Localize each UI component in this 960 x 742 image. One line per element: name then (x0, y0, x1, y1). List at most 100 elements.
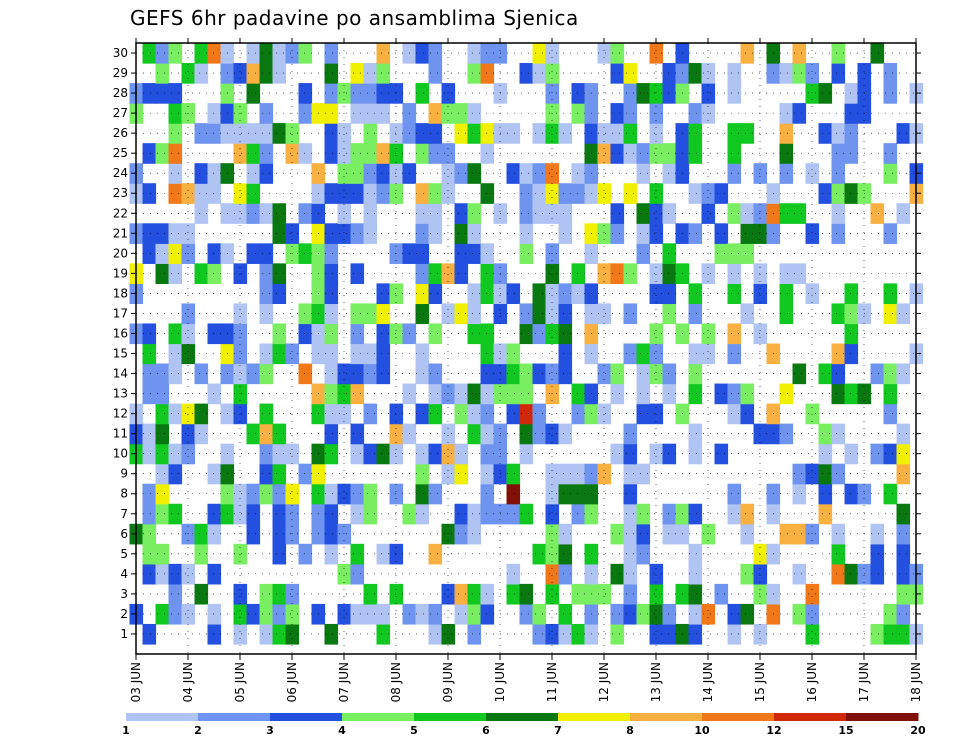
heatmap-cell (753, 163, 768, 184)
heatmap-cell (415, 443, 430, 465)
heatmap-cell (363, 143, 378, 164)
y-tick-label: 9 (120, 467, 128, 481)
heatmap-cell (792, 463, 807, 485)
heatmap-cell (272, 43, 287, 64)
heatmap-cell (272, 283, 287, 305)
heatmap-cell (454, 383, 469, 405)
heatmap-cell (441, 183, 456, 204)
heatmap-cell (142, 143, 157, 164)
chart-title: GEFS 6hr padavine po ansamblima Sjenica (130, 6, 579, 30)
heatmap-cell (844, 343, 859, 365)
heatmap-cell (363, 223, 378, 244)
heatmap-cell (818, 483, 833, 505)
heatmap-cell (467, 623, 482, 645)
heatmap-cell (558, 303, 573, 325)
heatmap-cell (428, 323, 443, 345)
heatmap-cell (298, 363, 313, 385)
y-tick-label: 23 (113, 186, 128, 200)
heatmap-cell (441, 163, 456, 184)
heatmap-cell (194, 123, 209, 144)
heatmap-cell (480, 403, 495, 425)
heatmap-cell (233, 583, 248, 605)
heatmap-cell (727, 383, 742, 405)
heatmap-cell (363, 123, 378, 144)
heatmap-cell (194, 263, 209, 284)
heatmap-cell (350, 563, 365, 585)
heatmap-cell (272, 343, 287, 365)
heatmap-cell (363, 583, 378, 605)
heatmap-cell (623, 303, 638, 325)
heatmap-cell (480, 343, 495, 365)
heatmap-cell (610, 523, 625, 545)
heatmap-cell (272, 583, 287, 605)
heatmap-cell (701, 203, 716, 224)
heatmap-cell (168, 123, 183, 144)
heatmap-cell (298, 243, 313, 264)
heatmap-cell (571, 463, 586, 485)
heatmap-cell (818, 463, 833, 485)
heatmap-cell (194, 543, 209, 565)
heatmap-cell (740, 403, 755, 425)
y-tick-label: 4 (120, 567, 128, 581)
heatmap-cell (662, 503, 677, 525)
heatmap-cell (571, 383, 586, 405)
colorbar-segment (846, 713, 919, 721)
heatmap-cell (454, 603, 469, 625)
heatmap-cell (233, 123, 248, 144)
heatmap-cell (324, 323, 339, 345)
y-tick-label: 21 (113, 226, 128, 240)
heatmap-cell (571, 283, 586, 305)
heatmap-cell (142, 223, 157, 244)
heatmap-cell (207, 623, 222, 645)
heatmap-cell (727, 623, 742, 645)
heatmap-cell (168, 443, 183, 465)
heatmap-cell (376, 183, 391, 204)
heatmap-cell (597, 403, 612, 425)
heatmap-cell (558, 603, 573, 625)
heatmap-cell (805, 623, 820, 645)
heatmap-cell (597, 363, 612, 385)
heatmap-cell (623, 583, 638, 605)
heatmap-cell (831, 203, 846, 224)
x-tick-label: 18 JUN (909, 662, 923, 702)
heatmap-cell (831, 523, 846, 545)
heatmap-cell (896, 123, 911, 144)
y-tick-label: 3 (120, 587, 128, 601)
heatmap-cell (467, 103, 482, 124)
heatmap-cell (571, 623, 586, 645)
heatmap-cell (649, 43, 664, 64)
heatmap-cell (688, 303, 703, 325)
heatmap-cell (298, 83, 313, 104)
heatmap-cell (623, 483, 638, 505)
heatmap-cell (207, 463, 222, 485)
heatmap-cell (454, 163, 469, 184)
heatmap-cell (480, 63, 495, 84)
heatmap-cell (467, 503, 482, 525)
heatmap-cell (571, 503, 586, 525)
heatmap-cell (584, 243, 599, 264)
heatmap-cell (636, 543, 651, 565)
heatmap-cell (415, 123, 430, 144)
heatmap-cell (519, 363, 534, 385)
heatmap-cell (870, 203, 885, 224)
heatmap-cell (350, 383, 365, 405)
heatmap-cell (831, 303, 846, 325)
heatmap-cell (480, 603, 495, 625)
heatmap-cell (883, 223, 898, 244)
heatmap-cell (818, 123, 833, 144)
heatmap-cell (298, 103, 313, 124)
heatmap-cell (870, 363, 885, 385)
heatmap-cell (350, 223, 365, 244)
heatmap-cell (194, 203, 209, 224)
heatmap-cell (649, 203, 664, 224)
heatmap-cell (805, 403, 820, 425)
heatmap-cell (337, 603, 352, 625)
heatmap-cell (584, 463, 599, 485)
x-tick-label: 15 JUN (753, 662, 767, 702)
heatmap-cell (389, 323, 404, 345)
heatmap-cell (688, 63, 703, 84)
heatmap-cell (324, 283, 339, 305)
heatmap-cell (246, 123, 261, 144)
heatmap-cell (181, 403, 196, 425)
heatmap-cell (649, 183, 664, 204)
